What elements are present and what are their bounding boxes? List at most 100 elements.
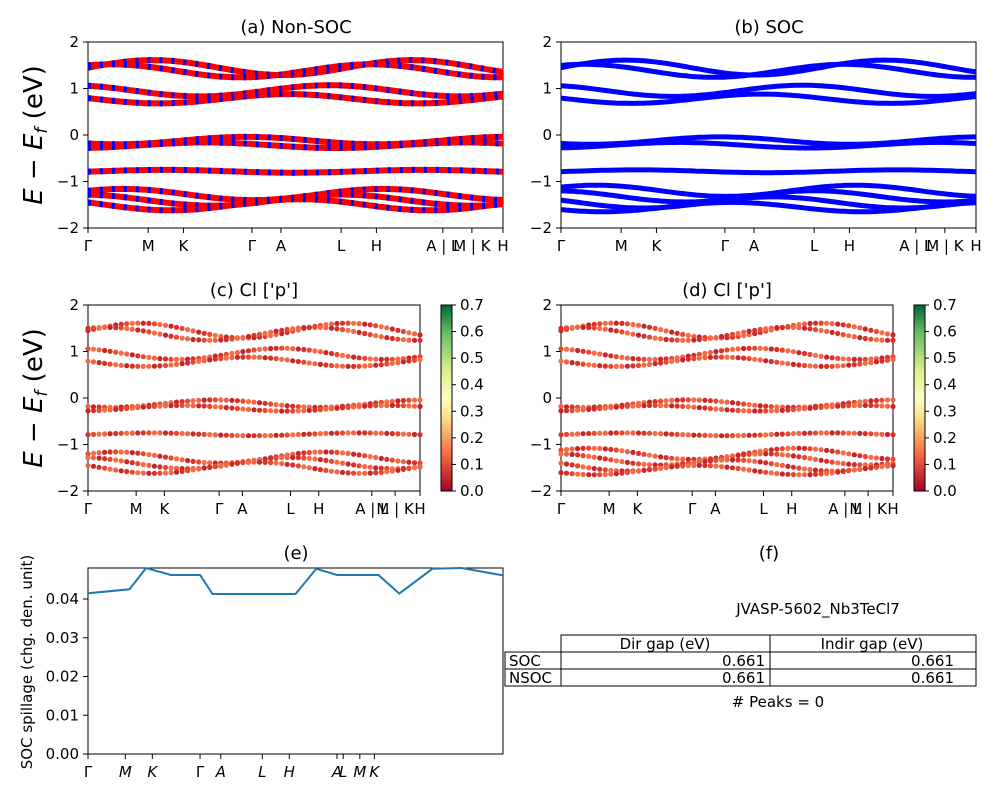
panel-d-xtick-label: A | L (828, 500, 862, 518)
panel-d-point (735, 457, 741, 463)
panel-c-point (395, 402, 401, 409)
panel-d-point (646, 356, 653, 362)
panel-d-point (685, 432, 691, 438)
panel-b-ytick-label: −2 (530, 219, 552, 237)
panel-d-point (608, 405, 614, 411)
panel-d-point (829, 329, 835, 335)
panel-a-ytick-label: 2 (69, 33, 79, 51)
panel-d-point (851, 402, 857, 409)
panel-c-point (334, 320, 340, 327)
panel-d-point (702, 405, 708, 411)
panel-a-xtick-label: H (371, 237, 382, 255)
panel-c-point (207, 464, 213, 470)
panel-c-point (157, 356, 163, 362)
panel-c-point (362, 464, 368, 470)
panel-c-point (356, 329, 362, 335)
panel-d-point (630, 430, 636, 436)
panel-c-point (306, 347, 312, 353)
panel-d-point (646, 466, 653, 473)
panel-c-point (301, 346, 307, 353)
panel-d-point (890, 337, 896, 343)
panel-c-point (279, 408, 285, 414)
panel-c-point (90, 404, 97, 410)
panel-d-point (569, 407, 575, 414)
panel-d-point (796, 350, 802, 356)
panel-d-point (680, 463, 686, 469)
panel-c-point (234, 405, 240, 412)
panel-d-point (580, 445, 586, 451)
panel-c-point (284, 461, 290, 467)
panel-b-xtick-label: M (615, 237, 628, 255)
panel-c-point (268, 329, 274, 335)
panel-c-point (190, 431, 196, 437)
panel-d-point (619, 329, 625, 335)
panel-c-title: (c) Cl ['p'] (210, 280, 298, 301)
panel-c-point (400, 459, 406, 465)
panel-c-point (251, 332, 257, 339)
panel-d-point (630, 331, 636, 337)
panel-d-point (663, 431, 669, 437)
panel-d-point (591, 406, 597, 412)
panel-d-point (752, 451, 758, 457)
panel-c-point (245, 348, 252, 354)
panel-c-point (312, 407, 318, 413)
panel-d-point (879, 455, 885, 462)
panel-c-point (345, 430, 351, 436)
panel-d-point (608, 363, 614, 369)
panel-d-point (613, 404, 619, 410)
panel-d-point (641, 323, 647, 329)
panel-c-point (284, 326, 290, 332)
panel-d-point (674, 456, 680, 462)
panel-c-point (207, 432, 213, 438)
panel-c-point (328, 321, 335, 327)
panel-d-point (890, 332, 896, 338)
panel-c-point (378, 430, 384, 436)
panel-d-point (752, 468, 758, 474)
panel-d-point (851, 334, 857, 340)
panel-c-point (129, 469, 135, 475)
panel-c-point (334, 449, 340, 455)
panel-d-point (713, 349, 719, 355)
panel-c-ytick-label: −1 (57, 436, 79, 454)
panel-d-point (602, 363, 608, 369)
panel-d-point (652, 402, 658, 408)
panel-d-point (669, 431, 675, 437)
panel-d-point (790, 453, 797, 459)
panel-c-point (96, 464, 102, 470)
panel-d-point (824, 363, 830, 369)
panel-c-point (373, 454, 379, 461)
panel-d-point (884, 337, 891, 343)
panel-c-point (201, 403, 207, 409)
panel-c-point (196, 431, 202, 437)
panel-d-point (713, 334, 719, 341)
panel-d-point (873, 359, 880, 365)
panel-d-point (613, 447, 619, 453)
panel-c-point (129, 450, 135, 456)
panel-c-point (339, 363, 346, 369)
panel-d-point (796, 465, 802, 471)
panel-d-point (641, 356, 647, 362)
panel-c-point (196, 466, 202, 472)
panel-c-point (223, 405, 229, 411)
panel-d-point (829, 459, 835, 465)
panel-c-point (279, 327, 285, 333)
panel-d-point (635, 332, 642, 338)
panel-d-point (580, 348, 586, 354)
panel-c-point (179, 457, 185, 463)
panel-e-xtick-label: M (119, 763, 132, 781)
panel-c-point (218, 462, 224, 468)
panel-d-xtick-label: L (759, 500, 768, 518)
panel-d-point (868, 398, 874, 404)
panel-c-point (317, 361, 323, 367)
panel-c-point (406, 459, 412, 465)
panel-c-point (196, 329, 202, 335)
panel-c-point (251, 407, 257, 413)
panel-d-point (641, 430, 647, 436)
panel-c-point (312, 348, 318, 354)
panel-c-point (140, 354, 146, 360)
panel-c-point (312, 449, 318, 455)
panel-c-point (262, 400, 268, 406)
panel-d-point (879, 397, 885, 403)
panel-d-point (575, 452, 581, 458)
panel-d-point (702, 397, 708, 403)
